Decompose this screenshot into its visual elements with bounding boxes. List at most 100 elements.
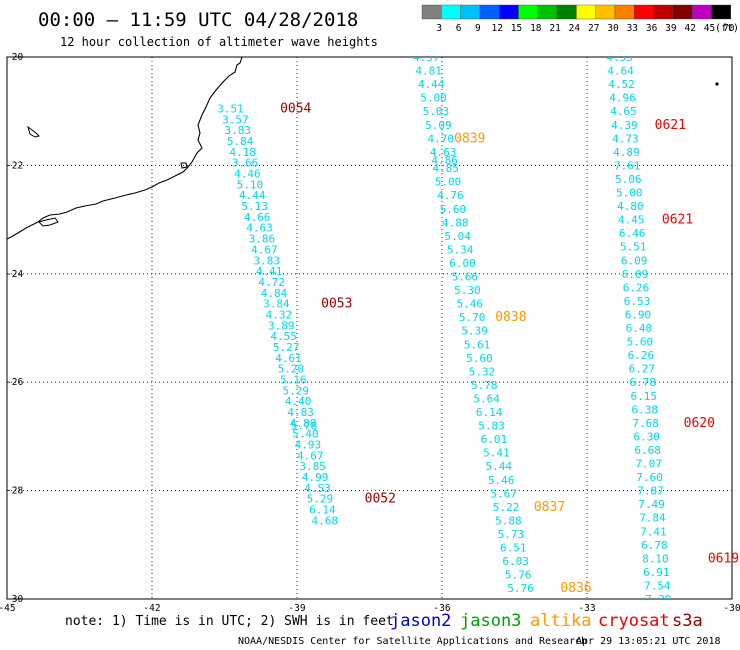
- scale-swatch: [537, 4, 558, 20]
- wave-height-value: 4.83: [287, 406, 314, 419]
- wave-height-value: 4.40: [285, 395, 312, 408]
- scale-swatch: [595, 4, 616, 20]
- wave-height-value: 5.73: [498, 528, 525, 541]
- wave-height-value: 4.64: [607, 65, 634, 78]
- scale-unit: (ft): [715, 23, 739, 34]
- wave-height-value: 5.70: [459, 311, 486, 324]
- scale-swatch: [614, 4, 635, 20]
- scale-label: 70: [723, 23, 735, 34]
- scale-label: 36: [646, 23, 658, 34]
- wave-height-value: 4.84: [261, 287, 288, 300]
- y-tick-label: -22: [6, 160, 23, 171]
- wave-height-value: 4.55: [270, 330, 297, 343]
- scale-label: 24: [569, 23, 581, 34]
- wave-height-value: 4.53: [304, 482, 331, 495]
- x-axis-ticks: -45 -42 -39 -36 -33 -30: [0, 603, 740, 614]
- wave-height-value: 7.07: [635, 458, 662, 471]
- footer-credit: NOAA/NESDIS Center for Satellite Applica…: [238, 636, 587, 647]
- scale-swatch: [692, 4, 712, 20]
- wave-height-value: 7.84: [639, 512, 666, 525]
- wave-height-value: 5.67: [490, 487, 517, 500]
- wave-height-value: 4.61: [275, 352, 302, 365]
- wave-height-value: 3.51: [217, 102, 244, 115]
- wave-height-value: 4.89: [613, 146, 640, 159]
- wave-height-value: 5.44: [486, 460, 513, 473]
- wave-height-value: 4.67: [251, 243, 277, 256]
- island-dot: [715, 82, 719, 86]
- wave-height-value: 4.32: [266, 308, 293, 321]
- wave-height-value: 6.38: [631, 403, 658, 416]
- wave-height-value: 6.14: [309, 504, 336, 517]
- wave-height-value: 3.57: [222, 113, 249, 126]
- legend-item-cryosat: cryosat: [598, 611, 670, 631]
- pass-time-label: 0618: [718, 633, 740, 648]
- wave-height-value: 5.88: [495, 514, 521, 527]
- wave-height-value: 4.46: [234, 168, 261, 181]
- scale-label: 18: [530, 23, 542, 34]
- wave-height-value: 3.83: [225, 124, 252, 137]
- wave-height-value: 4.72: [258, 276, 285, 289]
- wave-height-value: 4.18: [229, 146, 256, 159]
- wave-height-value: 3.85: [299, 460, 326, 473]
- scale-label: 15: [511, 23, 522, 34]
- wave-height-value: 3.66: [232, 157, 259, 170]
- footer-timestamp: Apr 29 13:05:21 UTC 2018: [576, 636, 721, 647]
- wave-height-value: 4.63: [430, 146, 457, 159]
- wave-height-value: 7.87: [637, 485, 664, 498]
- wave-height-value: 4.80: [617, 200, 644, 213]
- wave-height-value: 5.29: [307, 493, 334, 506]
- wave-height-value: 3.89: [268, 319, 295, 332]
- scale-swatch: [441, 4, 461, 20]
- scale-swatch: [653, 4, 674, 20]
- wave-height-value: 4.41: [256, 265, 283, 278]
- wave-height-value: 5.40: [292, 428, 319, 441]
- wave-height-value: 6.78: [630, 376, 657, 389]
- legend-item-jason2: jason2: [390, 611, 451, 631]
- wave-height-value: 6.51: [500, 542, 527, 555]
- wave-height-value: 4.57: [413, 51, 440, 64]
- wave-height-value: 5.60: [627, 336, 654, 349]
- wave-height-value: 3.84: [263, 298, 290, 311]
- x-tick-label: -30: [723, 603, 740, 614]
- wave-height-value: 4.70: [428, 132, 455, 145]
- wave-height-value: 6.26: [623, 281, 650, 294]
- wave-height-value: 5.83: [478, 420, 505, 433]
- wave-height-value: 4.81: [415, 65, 442, 78]
- scale-label: 9: [475, 23, 481, 34]
- wave-height-value: 3.86: [249, 233, 276, 246]
- scale-swatch: [421, 4, 442, 20]
- wave-height-value: 5.06: [615, 173, 642, 186]
- grid: [7, 57, 732, 599]
- pass-time-label: 0053: [321, 297, 352, 312]
- pass-time-label: 0621: [662, 213, 693, 228]
- y-tick-label: -30: [6, 594, 23, 605]
- wave-height-value: 4.52: [608, 78, 635, 91]
- wave-height-value: 6.78: [641, 539, 668, 552]
- wave-height-value: 5.66: [452, 271, 479, 284]
- wave-height-value: 6.03: [502, 555, 528, 568]
- pass-time-label: 0621: [655, 118, 686, 133]
- wave-height-value: 5.27: [273, 341, 300, 354]
- wave-height-value: 4.68: [312, 514, 339, 527]
- wave-height-value: 6.00: [449, 257, 476, 270]
- scale-label: 12: [491, 23, 502, 34]
- wave-height-value: 4.85: [432, 162, 459, 175]
- wave-height-value: 5.39: [461, 325, 488, 338]
- wave-height-value: 5.64: [473, 392, 500, 405]
- pass-time-label: 0052: [365, 492, 396, 507]
- coastline: [6, 56, 243, 240]
- wave-height-value: 3.83: [254, 254, 281, 267]
- wave-height-value: 4.55: [606, 51, 633, 64]
- plot-area: 3.513.573.835.844.183.664.465.104.445.13…: [6, 51, 740, 648]
- x-tick-label: -39: [288, 603, 305, 614]
- wave-height-value: 4.88: [290, 417, 317, 430]
- wave-height-value: 4.93: [295, 439, 322, 452]
- legend-item-s3a: s3a: [672, 611, 703, 631]
- wave-height-value: 4.96: [609, 92, 636, 105]
- wave-height-value: 5.41: [483, 447, 510, 460]
- scale-label: 6: [456, 23, 462, 34]
- x-tick-label: -33: [578, 603, 595, 614]
- wave-height-value: 4.44: [418, 78, 445, 91]
- wave-height-value: 5.09: [425, 119, 452, 132]
